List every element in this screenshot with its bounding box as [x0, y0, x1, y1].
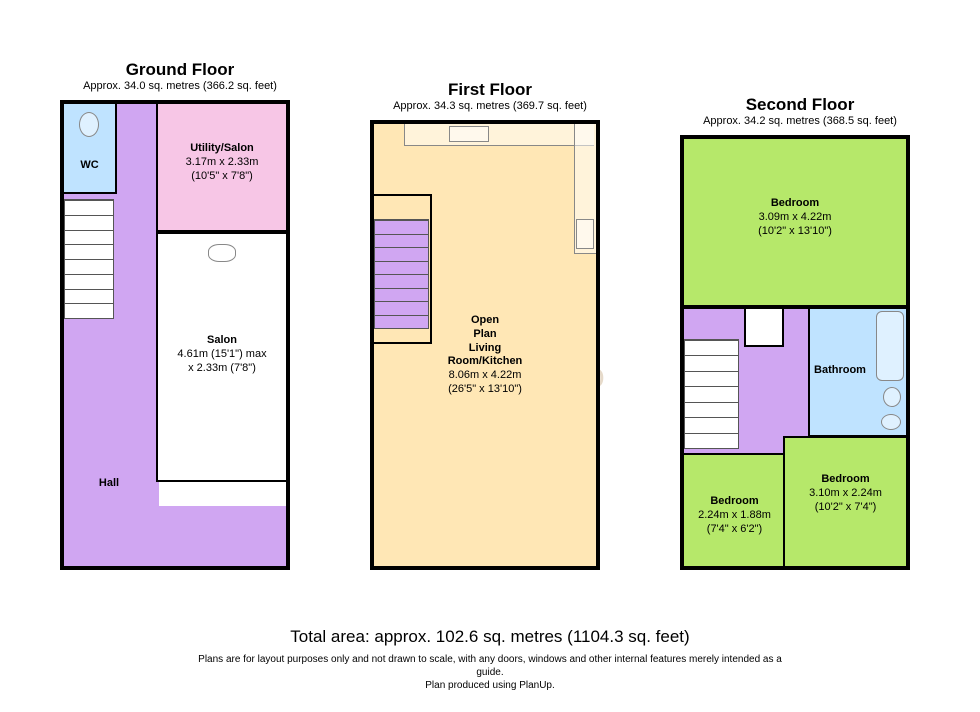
basin — [881, 414, 901, 430]
living-dim1: 8.06m x 4.22m — [449, 369, 522, 381]
first-floor: First Floor Approx. 34.3 sq. metres (369… — [370, 80, 610, 570]
living-dim2: (26'5" x 13'10") — [448, 383, 522, 395]
bed1-dim1: 3.09m x 4.22m — [759, 211, 832, 223]
wc-label: WC — [80, 159, 98, 171]
bed2-label: Bedroom — [710, 495, 758, 507]
footer: Total area: approx. 102.6 sq. metres (11… — [0, 627, 980, 692]
room-bed3: Bedroom 3.10m x 2.24m (10'2" x 7'4") — [783, 436, 908, 568]
second-floor: Second Floor Approx. 34.2 sq. metres (36… — [680, 95, 920, 570]
salon-label: Salon — [207, 334, 237, 346]
room-hall-ext — [64, 506, 286, 566]
ground-stairs — [64, 199, 114, 319]
utility-dim1: 3.17m x 2.33m — [186, 156, 259, 168]
utility-label: Utility/Salon — [190, 142, 254, 154]
second-title: Second Floor — [680, 95, 920, 115]
bed3-dim2: (10'2" x 7'4") — [815, 501, 877, 513]
hall-label: Hall — [99, 477, 119, 489]
second-subtitle: Approx. 34.2 sq. metres (368.5 sq. feet) — [680, 115, 920, 127]
room-bath: Bathroom — [808, 307, 908, 437]
hall-label-wrap: Hall — [79, 477, 139, 491]
ground-plan: WC Utility/Salon 3.17m x 2.33m (10'5" x … — [60, 100, 290, 570]
first-plan: OpenPlanLivingRoom/Kitchen 8.06m x 4.22m… — [370, 120, 600, 570]
first-stairs — [374, 219, 429, 329]
toilet-fixture — [79, 112, 99, 137]
second-stairs — [684, 339, 739, 449]
disclaimer-2: guide. — [0, 666, 980, 679]
disclaimer-3: Plan produced using PlanUp. — [0, 679, 980, 692]
sink-fixture — [208, 244, 236, 262]
room-salon: Salon 4.61m (15'1") max x 2.33m (7'8") — [156, 232, 288, 482]
ground-title: Ground Floor — [60, 60, 300, 80]
second-plan: Bedroom 3.09m x 4.22m (10'2" x 13'10") B… — [680, 135, 910, 570]
toilet-2 — [883, 387, 901, 407]
bathtub — [876, 311, 904, 381]
room-utility: Utility/Salon 3.17m x 2.33m (10'5" x 7'8… — [156, 102, 288, 232]
room-bed2: Bedroom 2.24m x 1.88m (7'4" x 6'2") — [682, 453, 787, 568]
hob-fixture — [576, 219, 594, 249]
bed1-label: Bedroom — [771, 197, 819, 209]
ground-floor: Ground Floor Approx. 34.0 sq. metres (36… — [60, 60, 300, 570]
bath-label: Bathroom — [814, 364, 866, 376]
living-label: OpenPlanLivingRoom/Kitchen — [448, 314, 523, 367]
bed3-label: Bedroom — [821, 473, 869, 485]
bed2-dim2: (7'4" x 6'2") — [707, 523, 762, 535]
bed3-dim1: 3.10m x 2.24m — [809, 487, 882, 499]
bed1-dim2: (10'2" x 13'10") — [758, 225, 832, 237]
kitchen-counter — [404, 124, 594, 146]
sink-fixture-2 — [449, 126, 489, 142]
disclaimer-1: Plans are for layout purposes only and n… — [0, 653, 980, 666]
first-title: First Floor — [370, 80, 610, 100]
total-area: Total area: approx. 102.6 sq. metres (11… — [0, 627, 980, 647]
first-subtitle: Approx. 34.3 sq. metres (369.7 sq. feet) — [370, 100, 610, 112]
salon-dim1: 4.61m (15'1") max — [177, 348, 266, 360]
room-wc: WC — [62, 102, 117, 194]
salon-dim2: x 2.33m (7'8") — [188, 362, 256, 374]
room-bed1: Bedroom 3.09m x 4.22m (10'2" x 13'10") — [682, 137, 908, 307]
utility-dim2: (10'5" x 7'8") — [191, 170, 253, 182]
closet — [744, 307, 784, 347]
ground-subtitle: Approx. 34.0 sq. metres (366.2 sq. feet) — [60, 80, 300, 92]
bed2-dim1: 2.24m x 1.88m — [698, 509, 771, 521]
